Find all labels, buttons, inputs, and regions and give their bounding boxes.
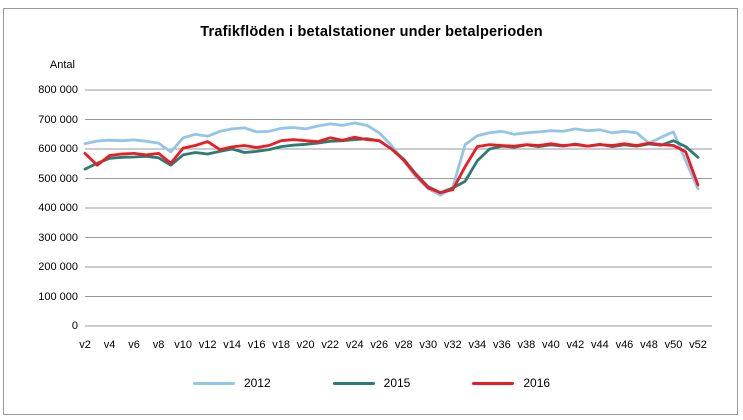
series-line-2016 [83, 135, 700, 195]
x-tick-label: v12 [198, 339, 217, 351]
x-tick-label: v16 [247, 339, 266, 351]
x-tick-label: v2 [79, 339, 91, 351]
x-tick-label: v50 [664, 339, 683, 351]
x-tick-label: v52 [689, 339, 707, 351]
x-tick-label: v20 [296, 339, 315, 351]
x-tick-label: v40 [542, 339, 560, 351]
x-tick-label: v24 [345, 339, 364, 351]
legend-label-2016: 2016 [523, 376, 551, 390]
x-tick-label: v44 [591, 339, 609, 351]
chart-title: Trafikflöden i betalstationer under beta… [200, 24, 543, 40]
y-tick-label: 0 [71, 320, 78, 332]
series-line-2012 [83, 121, 700, 197]
y-tick-label: 700 000 [38, 113, 78, 126]
x-tick-label: v4 [103, 339, 116, 351]
x-tick-label: v42 [566, 339, 585, 351]
y-tick-label: 100 000 [38, 290, 78, 303]
y-tick-label: 800 000 [38, 84, 78, 96]
legend-label-2015: 2015 [383, 376, 411, 390]
y-tick-label: 500 000 [38, 172, 78, 185]
x-tick-label: v32 [443, 339, 462, 351]
x-tick-label: v34 [468, 339, 487, 351]
x-tick-label: v18 [272, 339, 291, 351]
y-tick-label: 600 000 [38, 143, 78, 155]
x-tick-label: v6 [128, 339, 140, 351]
y-axis-label: Antal [49, 59, 75, 71]
y-tick-label: 200 000 [38, 261, 78, 273]
legend-label-2012: 2012 [243, 376, 271, 390]
x-tick-label: v30 [419, 339, 438, 351]
x-tick-label: v22 [321, 339, 340, 351]
chart-frame [3, 8, 738, 415]
chart-legend: 2012 2015 2016 [0, 376, 743, 390]
y-tick-label: 300 000 [38, 231, 78, 244]
x-tick-label: v14 [223, 339, 241, 351]
x-tick-label: v26 [370, 339, 389, 351]
x-tick-label: v48 [640, 339, 658, 351]
x-tick-label: v46 [615, 339, 634, 351]
legend-swatch-2012 [192, 381, 235, 385]
legend-swatch-2015 [332, 381, 375, 385]
legend-item-2012: 2012 [192, 376, 271, 390]
x-tick-label: v10 [174, 339, 192, 351]
legend-swatch-2016 [472, 381, 515, 385]
legend-item-2015: 2015 [332, 376, 411, 390]
x-tick-label: v8 [152, 339, 165, 351]
x-tick-label: v28 [394, 339, 413, 351]
x-tick-label: v36 [492, 339, 511, 351]
y-tick-label: 400 000 [38, 202, 78, 214]
legend-item-2016: 2016 [472, 376, 550, 390]
x-tick-label: v38 [517, 339, 536, 351]
